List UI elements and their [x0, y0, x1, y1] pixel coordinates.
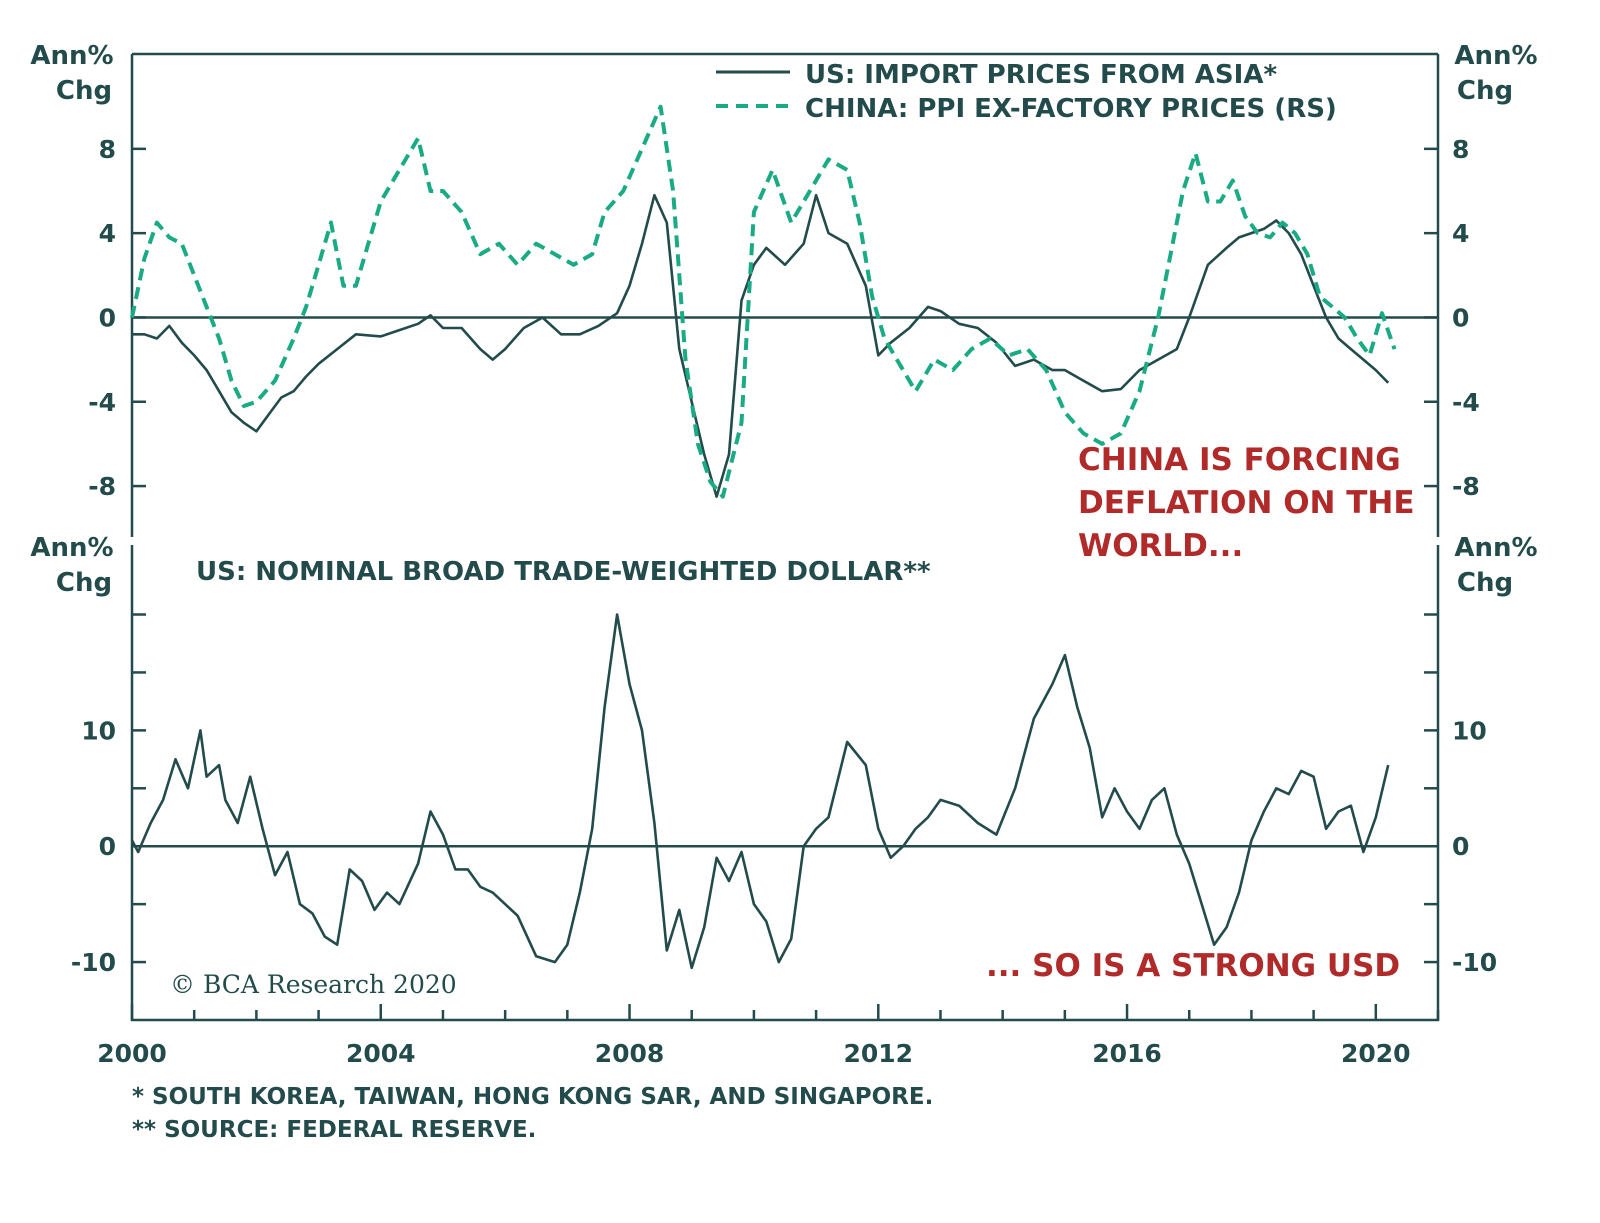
copyright-text: © BCA Research 2020	[170, 970, 457, 999]
x-tick-labels: 2000 2004 2008 2012 2016 2020	[97, 1039, 1410, 1068]
x-tick-label-2016: 2016	[1092, 1039, 1162, 1068]
series-line-trade-weighted-dollar	[130, 613, 1390, 970]
bottom-ytick-label-left-0: 10	[81, 716, 116, 745]
bottom-right-unit-line2: Chg	[1457, 568, 1513, 598]
legend: US: IMPORT PRICES FROM ASIA* CHINA: PPI …	[716, 60, 1337, 124]
bottom-axes-frame	[130, 545, 1440, 1022]
x-tick-label-2000: 2000	[97, 1039, 167, 1068]
top-ytick-label-right-3: -4	[1452, 388, 1480, 417]
top-ytick-label-left-0: 8	[99, 135, 116, 164]
legend-label-china-ppi: CHINA: PPI EX-FACTORY PRICES (RS)	[805, 94, 1337, 124]
annotation-strong-usd: ... SO IS A STRONG USD	[986, 948, 1400, 984]
footnote-1: * SOUTH KOREA, TAIWAN, HONG KONG SAR, AN…	[132, 1084, 933, 1110]
top-ytick-label-left-2: 0	[99, 303, 116, 332]
annotation-line-1: CHINA IS FORCING	[1078, 442, 1401, 478]
bottom-panel: 10 0 -10 10 0 -10 2000 2004 2008 2012 2016 2020 A…	[30, 533, 1537, 1068]
top-y-tick-labels-right: 8 4 0 -4 -8	[1452, 135, 1480, 501]
x-tick-label-2012: 2012	[843, 1039, 913, 1068]
bottom-left-unit-line1: Ann%	[30, 533, 113, 563]
top-right-unit-line2: Chg	[1457, 76, 1513, 106]
bottom-ytick-label-right-2: -10	[1452, 948, 1497, 977]
top-left-unit-line2: Chg	[56, 76, 112, 106]
annotation-line-2: DEFLATION ON THE	[1078, 485, 1415, 521]
legend-label-import-prices: US: IMPORT PRICES FROM ASIA*	[805, 60, 1277, 90]
bottom-ytick-label-right-1: 0	[1452, 832, 1469, 861]
top-ytick-label-left-4: -8	[88, 472, 116, 501]
top-ytick-label-right-1: 4	[1452, 219, 1469, 248]
x-tick-label-2008: 2008	[595, 1039, 665, 1068]
bottom-left-unit-line2: Chg	[56, 568, 112, 598]
series-line-china-ppi	[130, 104, 1397, 499]
bottom-y-tick-labels-left: 10 0 -10	[71, 716, 116, 977]
x-tick-label-2004: 2004	[346, 1039, 416, 1068]
bottom-series-group	[130, 613, 1390, 970]
top-right-unit-line1: Ann%	[1454, 41, 1537, 71]
top-panel: 8 4 0 -4 -8 8 4 0 -4 -8 Ann% Chg Ann% Chg US: IM…	[30, 41, 1537, 564]
bottom-right-unit-line1: Ann%	[1454, 533, 1537, 563]
top-left-unit-line1: Ann%	[30, 41, 113, 71]
bottom-ytick-label-left-2: -10	[71, 948, 116, 977]
bottom-ytick-label-left-1: 0	[99, 832, 116, 861]
x-tick-label-2020: 2020	[1341, 1039, 1411, 1068]
top-ytick-label-right-4: -8	[1452, 472, 1480, 501]
bottom-y-tick-labels-right: 10 0 -10	[1452, 716, 1497, 977]
top-ytick-label-left-1: 4	[99, 219, 116, 248]
bottom-panel-title: US: NOMINAL BROAD TRADE-WEIGHTED DOLLAR*…	[196, 557, 931, 587]
top-y-tick-labels-left: 8 4 0 -4 -8	[88, 135, 116, 501]
bottom-ytick-label-right-0: 10	[1452, 716, 1487, 745]
series-line-import-prices	[132, 193, 1390, 498]
annotation-line-3: WORLD...	[1078, 528, 1243, 564]
top-ytick-label-right-2: 0	[1452, 303, 1469, 332]
top-series-group	[130, 104, 1397, 499]
footnote-2: ** SOURCE: FEDERAL RESERVE.	[132, 1117, 536, 1143]
top-ytick-label-right-0: 8	[1452, 135, 1469, 164]
top-ytick-label-left-3: -4	[88, 388, 116, 417]
